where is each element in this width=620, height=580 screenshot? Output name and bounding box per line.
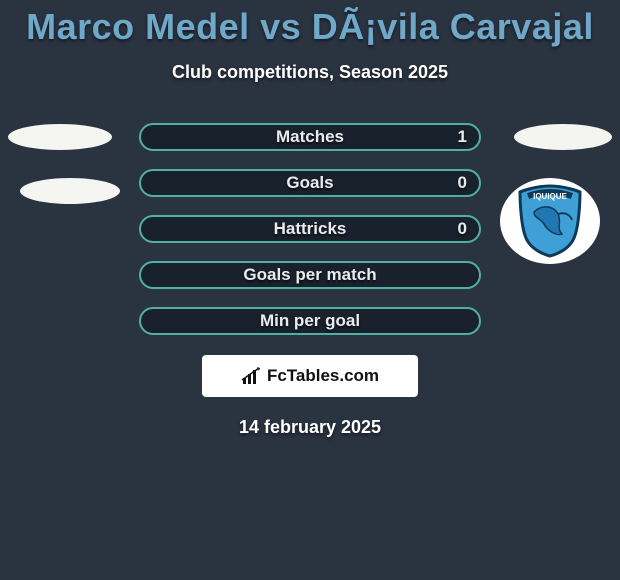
team-name-text: IQUIQUE <box>533 192 567 201</box>
stat-row-hattricks: Hattricks 0 <box>139 215 481 243</box>
stat-row-mpg: Min per goal <box>139 307 481 335</box>
stat-row-gpm: Goals per match <box>139 261 481 289</box>
bar-chart-icon <box>241 366 261 386</box>
shield-icon: IQUIQUE <box>514 184 586 258</box>
page-subtitle: Club competitions, Season 2025 <box>0 62 620 83</box>
stat-row-goals: Goals 0 <box>139 169 481 197</box>
stat-right: 0 <box>458 173 467 193</box>
date-text: 14 february 2025 <box>0 417 620 438</box>
left-badge-2 <box>20 178 120 204</box>
stat-right: 0 <box>458 219 467 239</box>
page-title: Marco Medel vs DÃ¡vila Carvajal <box>0 0 620 48</box>
right-team-logo: IQUIQUE <box>500 178 600 264</box>
left-badge-1 <box>8 124 112 150</box>
stat-right: 1 <box>458 127 467 147</box>
right-badge-1 <box>514 124 612 150</box>
brand-text: FcTables.com <box>267 366 379 386</box>
brand-box: FcTables.com <box>202 355 418 397</box>
stat-row-matches: Matches 1 <box>139 123 481 151</box>
